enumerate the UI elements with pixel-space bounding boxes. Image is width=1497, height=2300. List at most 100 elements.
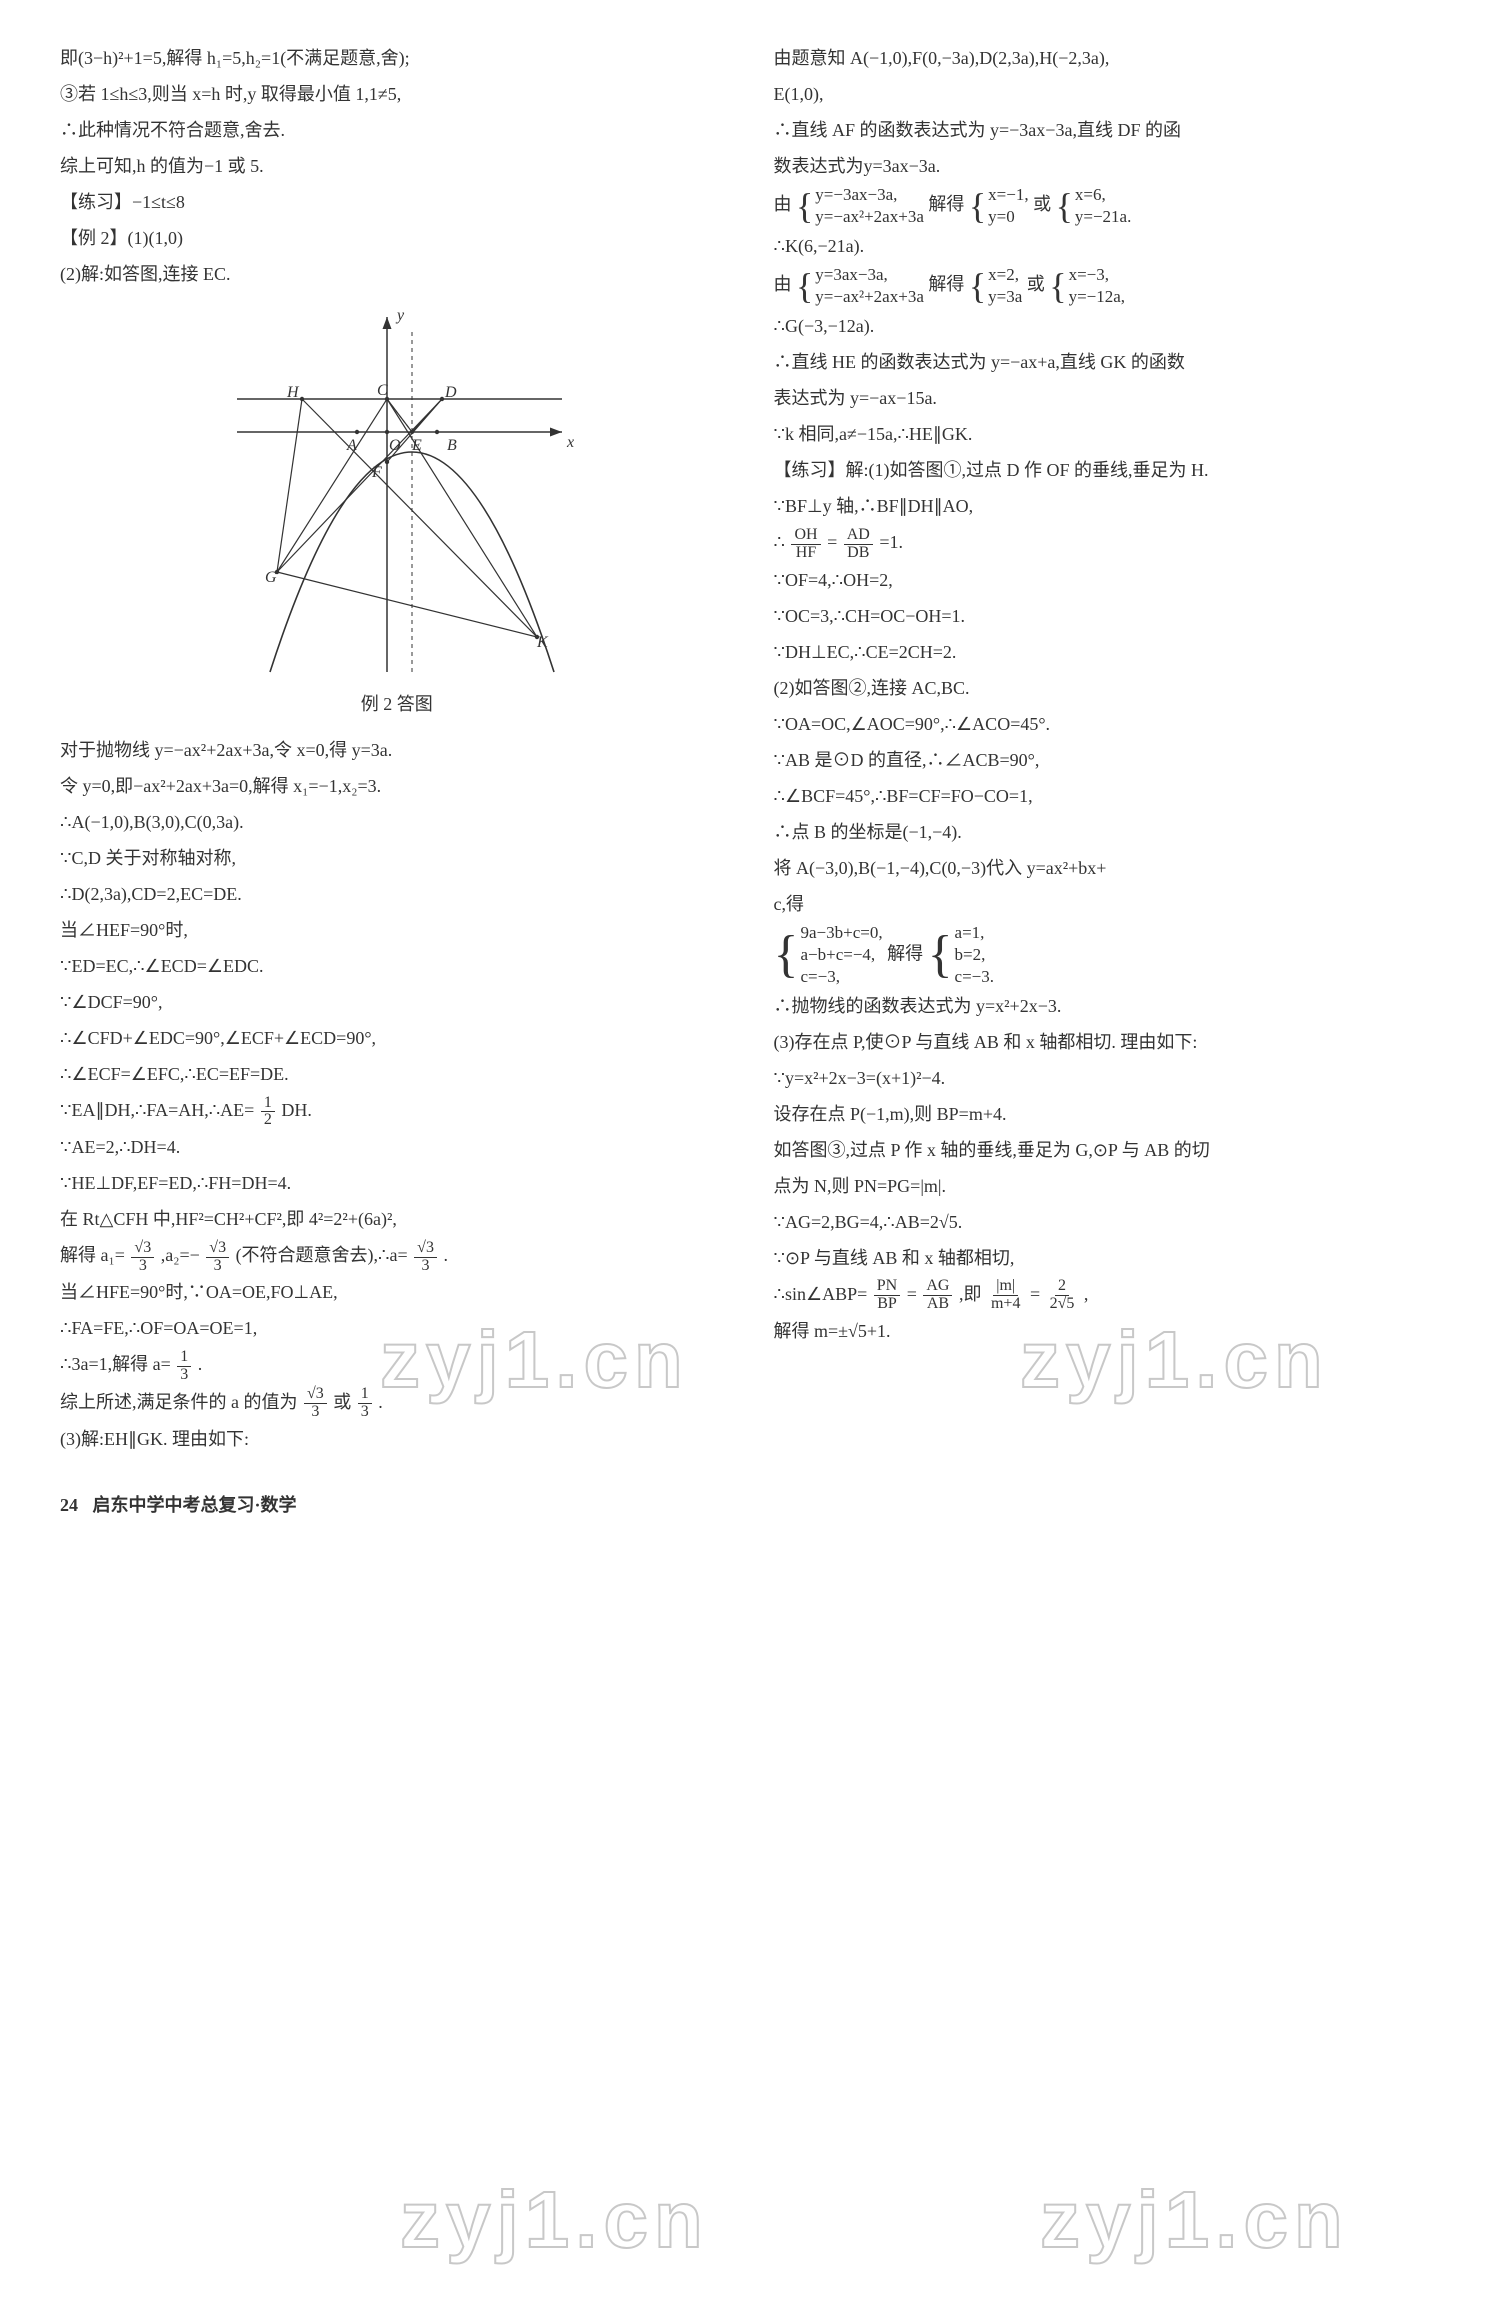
svg-text:B: B: [447, 437, 457, 454]
svg-text:E: E: [411, 437, 422, 454]
frac-num: 2: [1055, 1278, 1069, 1296]
page-number: 24: [60, 1487, 78, 1523]
diagram-svg: xyHCDAOEBFGK: [217, 302, 577, 682]
text: .: [378, 1392, 383, 1412]
text: .: [443, 1245, 448, 1265]
text: 或: [333, 1392, 351, 1412]
text: (不符合题意舍去),∴a=: [236, 1245, 408, 1265]
text: 解得: [928, 194, 964, 214]
eq: x=−3,: [1069, 264, 1125, 286]
frac-den: 3: [308, 1404, 322, 1421]
svg-text:y: y: [395, 307, 405, 324]
text-line: ∵y=x²+2x−3=(x+1)²−4.: [774, 1060, 1448, 1096]
text: =: [827, 532, 837, 552]
text-line: ∴∠BCF=45°,∴BF=CF=FO−CO=1,: [774, 778, 1448, 814]
text-line: ∴ OH HF = AD DB =1.: [774, 524, 1448, 561]
text: =1.: [879, 532, 903, 552]
eq: a−b+c=−4,: [800, 944, 882, 966]
fraction: √3 3: [131, 1240, 154, 1275]
footer-title: 启东中学中考总复习·数学: [93, 1495, 297, 1515]
left-column: 即(3−h)²+1=5,解得 h₁=5,h₂=1(不满足题意,舍); ③若 1≤…: [60, 40, 734, 1457]
eq: y=−ax²+2ax+3a: [815, 286, 924, 308]
text-line: 【练习】−1≤t≤8: [60, 184, 734, 220]
figure-example2: xyHCDAOEBFGK 例 2 答图: [60, 302, 734, 722]
frac-num: 1: [358, 1386, 372, 1404]
brace-group: { a=1, b=2, c=−3.: [928, 922, 994, 988]
brace-group: { y=−3ax−3a, y=−ax²+2ax+3a: [796, 184, 924, 228]
brace-group: { x=−1, y=0: [969, 184, 1029, 228]
eq: y=3ax−3a,: [815, 264, 924, 286]
svg-text:x: x: [566, 434, 574, 451]
svg-text:C: C: [377, 382, 388, 399]
frac-den: 3: [177, 1367, 191, 1384]
text: 或: [1027, 274, 1045, 294]
text-line: 解得 a₁= √3 3 ,a₂=− √3 3 (不符合题意舍去),∴a= √3 …: [60, 1237, 734, 1274]
eq: c=−3.: [955, 966, 994, 988]
fraction: 1 3: [177, 1349, 191, 1384]
eq: x=2,: [988, 264, 1022, 286]
text-line: c,得: [774, 886, 1448, 922]
frac-den: BP: [874, 1296, 900, 1313]
brace-icon: {: [796, 188, 813, 224]
text-line: E(1,0),: [774, 76, 1448, 112]
text-line: ∵AE=2,∴DH=4.: [60, 1129, 734, 1165]
frac-num: √3: [206, 1240, 229, 1258]
brace-group: { y=3ax−3a, y=−ax²+2ax+3a: [796, 264, 924, 308]
eq: y=3a: [988, 286, 1022, 308]
text-line: ∵k 相同,a≠−15a,∴HE∥GK.: [774, 416, 1448, 452]
text: 解得: [928, 274, 964, 294]
brace-icon: {: [774, 929, 799, 981]
svg-text:F: F: [371, 464, 382, 481]
frac-num: 1: [177, 1349, 191, 1367]
text-line: (2)解:如答图,连接 EC.: [60, 256, 734, 292]
text-line: ∵∠DCF=90°,: [60, 984, 734, 1020]
fraction: AG AB: [923, 1278, 952, 1313]
text-line: ∴A(−1,0),B(3,0),C(0,3a).: [60, 804, 734, 840]
eq: b=2,: [955, 944, 994, 966]
text-line: ∵ED=EC,∴∠ECD=∠EDC.: [60, 948, 734, 984]
text-line: ∵DH⊥EC,∴CE=2CH=2.: [774, 634, 1448, 670]
eq: y=−ax²+2ax+3a: [815, 206, 924, 228]
fraction: PN BP: [874, 1278, 900, 1313]
fraction: OH HF: [791, 527, 820, 562]
text-line: 点为 N,则 PN=PG=|m|.: [774, 1168, 1448, 1204]
brace-group: { x=−3, y=−12a,: [1049, 264, 1125, 308]
eq: 9a−3b+c=0,: [800, 922, 882, 944]
eq: y=−12a,: [1069, 286, 1125, 308]
figure-caption: 例 2 答图: [361, 686, 433, 722]
equation-system: 由 { y=3ax−3a, y=−ax²+2ax+3a 解得 { x=2, y=…: [774, 264, 1448, 308]
fraction: 2 2√5: [1047, 1278, 1078, 1313]
frac-num: √3: [414, 1240, 437, 1258]
text-line: ∵OC=3,∴CH=OC−OH=1.: [774, 598, 1448, 634]
brace-icon: {: [796, 268, 813, 304]
text: =: [1030, 1284, 1040, 1304]
brace-icon: {: [928, 929, 953, 981]
text-line: ∵AB 是⊙D 的直径,∴∠ACB=90°,: [774, 742, 1448, 778]
brace-group: { x=2, y=3a: [969, 264, 1022, 308]
text-line: 令 y=0,即−ax²+2ax+3a=0,解得 x₁=−1,x₂=3.: [60, 768, 734, 804]
eq: x=6,: [1075, 184, 1131, 206]
fraction: √3 3: [414, 1240, 437, 1275]
text: ,即: [959, 1284, 982, 1304]
text-line: 数表达式为y=3ax−3a.: [774, 148, 1448, 184]
frac-num: AG: [923, 1278, 952, 1296]
text-line: 对于抛物线 y=−ax²+2ax+3a,令 x=0,得 y=3a.: [60, 732, 734, 768]
text-line: 设存在点 P(−1,m),则 BP=m+4.: [774, 1096, 1448, 1132]
text-line: ∴sin∠ABP= PN BP = AG AB ,即 |m| m+4 = 2 2…: [774, 1276, 1448, 1313]
text-line: 由题意知 A(−1,0),F(0,−3a),D(2,3a),H(−2,3a),: [774, 40, 1448, 76]
text-line: ∵⊙P 与直线 AB 和 x 轴都相切,: [774, 1240, 1448, 1276]
fraction: 1 2: [261, 1095, 275, 1130]
text-line: 【例 2】(1)(1,0): [60, 220, 734, 256]
watermark: zyj1.cn: [400, 2140, 709, 2300]
text: ∵EA∥DH,∴FA=AH,∴AE=: [60, 1100, 254, 1120]
svg-text:G: G: [265, 569, 277, 586]
text-line: ∴直线 HE 的函数表达式为 y=−ax+a,直线 GK 的函数: [774, 344, 1448, 380]
eq: a=1,: [955, 922, 994, 944]
frac-den: AB: [924, 1296, 952, 1313]
svg-text:K: K: [536, 634, 549, 651]
frac-den: DB: [844, 545, 872, 562]
text: ∴sin∠ABP=: [774, 1284, 868, 1304]
fraction: |m| m+4: [988, 1278, 1023, 1313]
frac-den: m+4: [988, 1296, 1023, 1313]
svg-text:H: H: [286, 384, 300, 401]
